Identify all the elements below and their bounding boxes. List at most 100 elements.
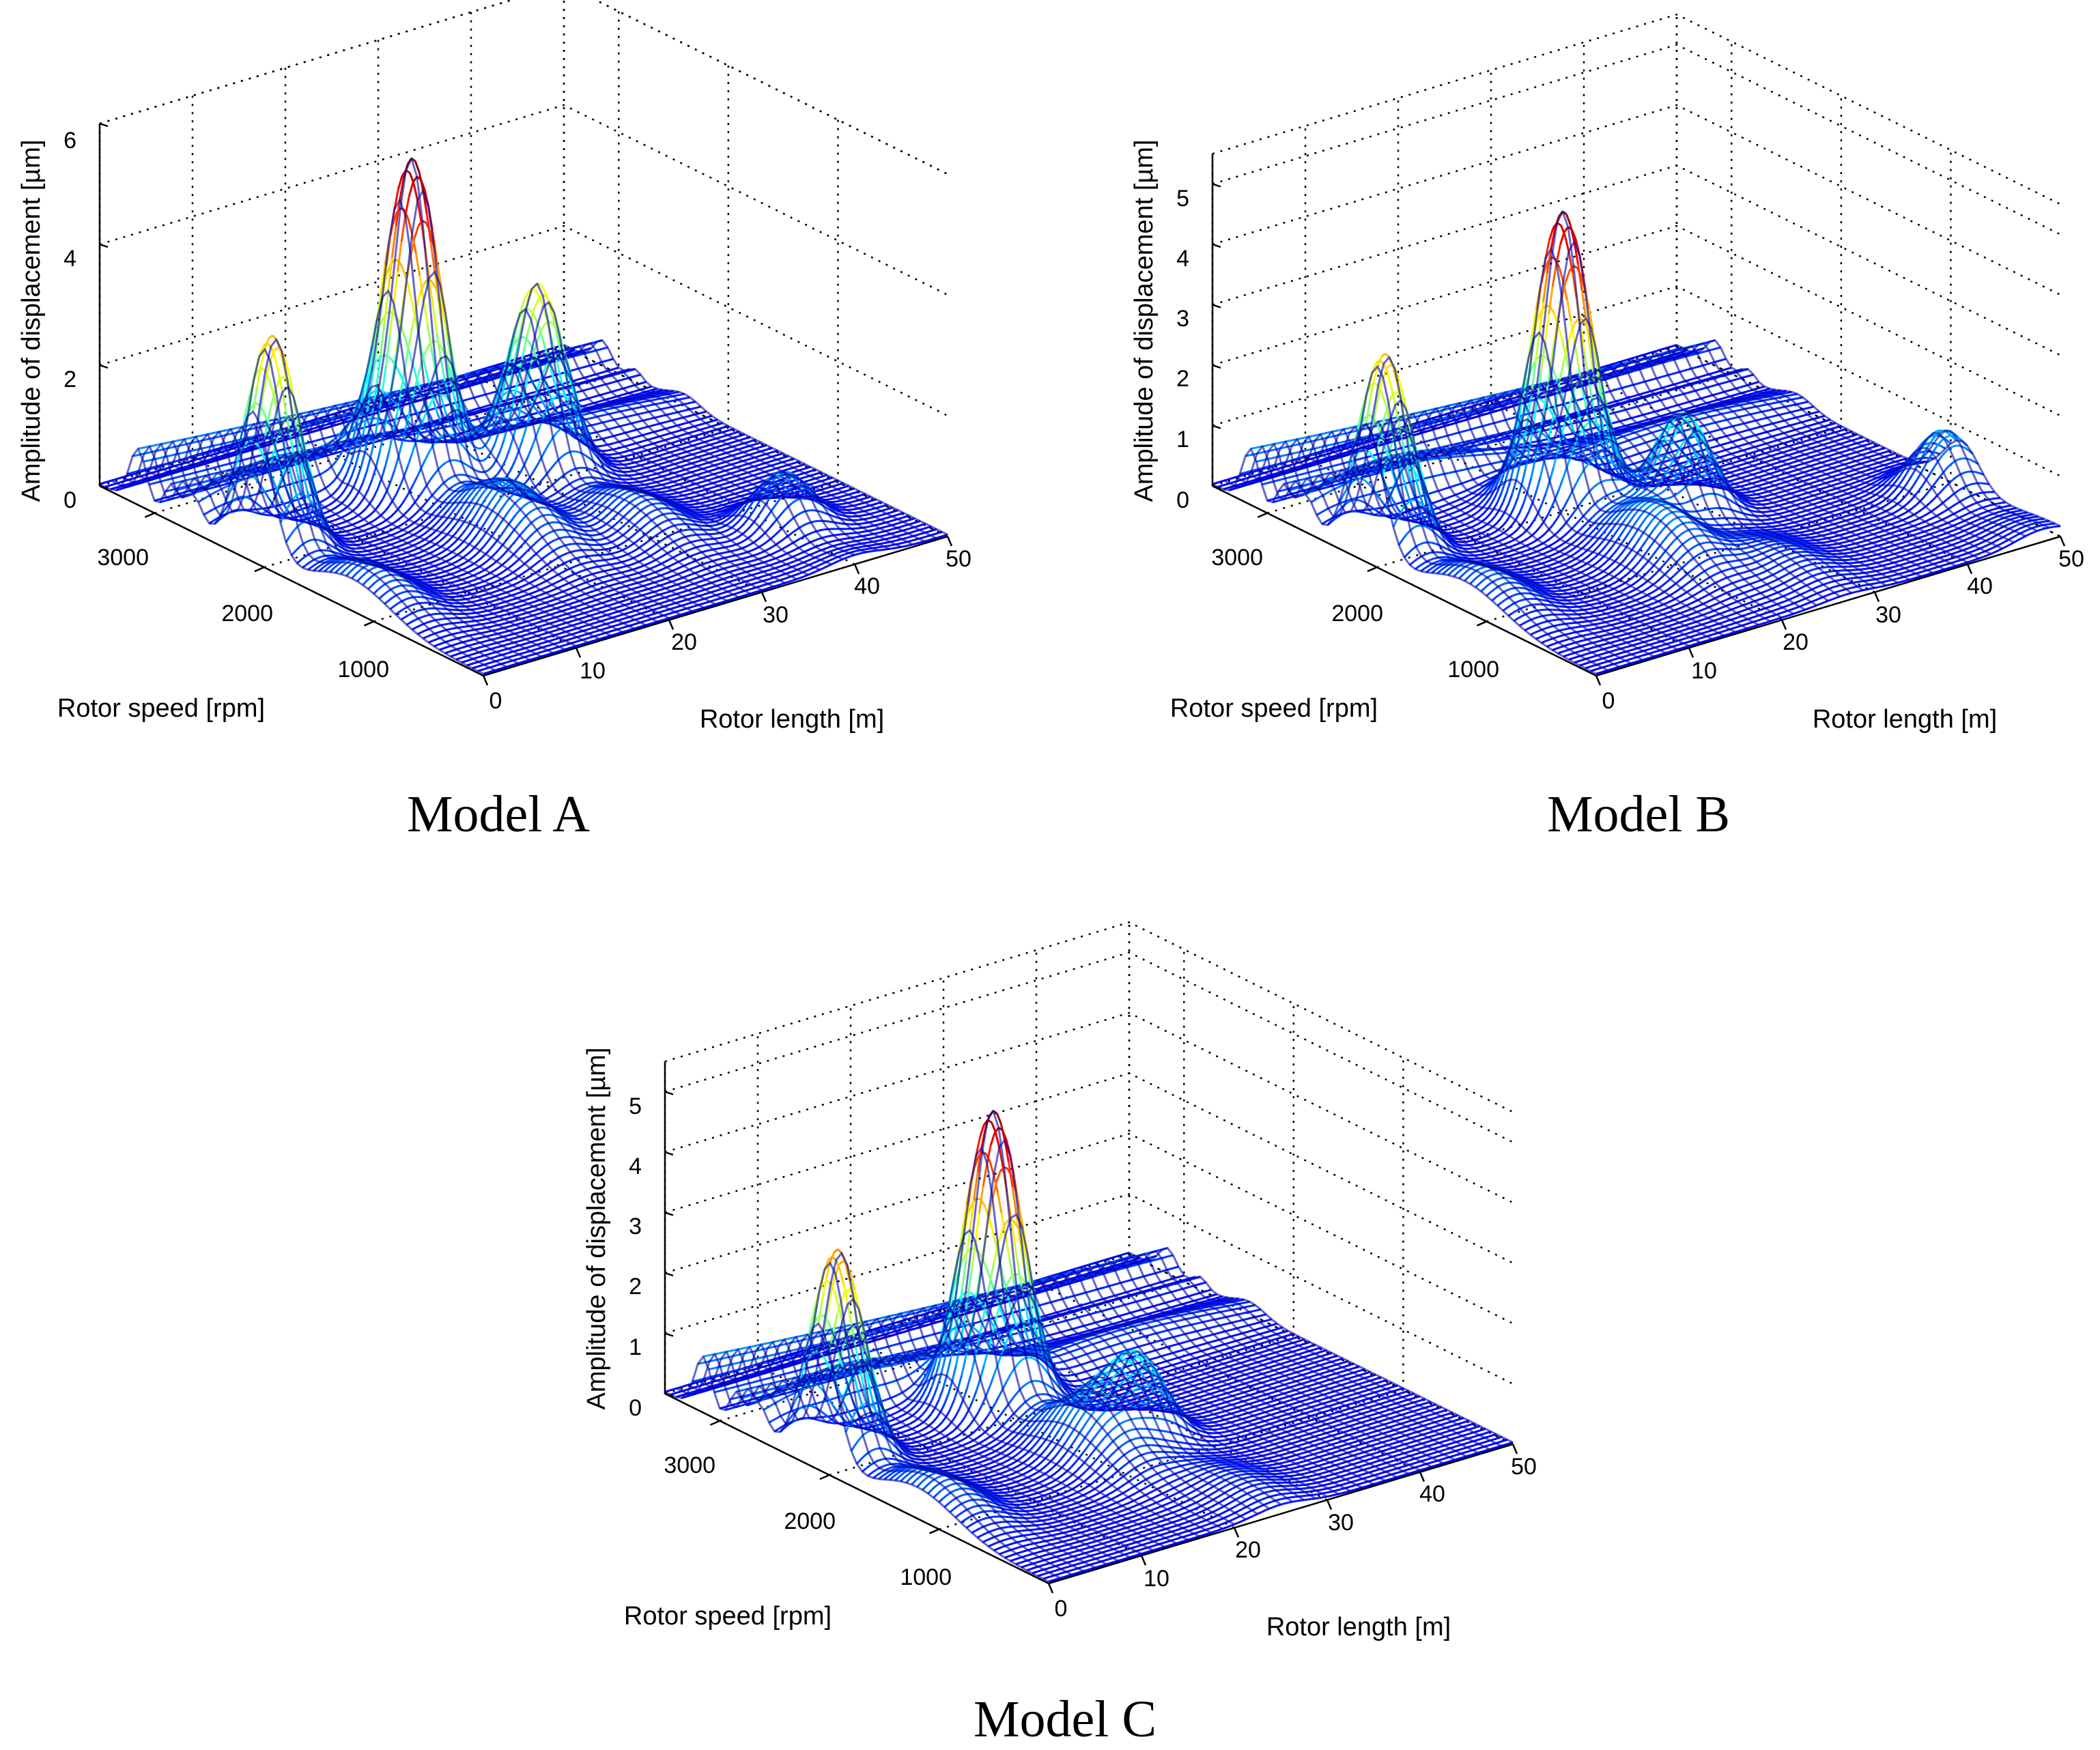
surface-line [326,433,339,439]
surface-line [567,574,572,578]
surface-line [505,534,511,541]
surface-line [591,422,599,427]
surface-line [796,537,801,542]
surface-line [431,306,438,334]
surface-line [668,449,778,484]
surface-line [728,555,733,558]
surface-line [687,561,692,565]
grid-line [99,0,948,175]
surface-line [404,614,410,618]
surface-line [708,510,713,513]
surface-line [513,450,520,462]
surface-line [340,430,347,438]
surface-line [347,475,353,485]
surface-line [442,315,449,334]
surface-line [550,396,556,403]
surface-line [435,429,441,435]
surface-line [621,429,638,435]
surface-line [471,503,477,511]
surface-line [582,516,587,520]
surface-line [302,474,309,492]
surface-line [596,429,605,433]
surface-line [382,591,388,597]
surface-line [823,495,828,498]
surface-line [592,534,597,536]
surface-line [687,413,696,418]
surface-line [201,496,207,501]
surface-line [343,484,349,492]
surface-line [575,415,581,427]
surface-line [682,543,687,547]
surface-line [567,558,573,562]
grid-line [563,345,948,538]
surface-line [698,557,704,561]
surface-line [670,412,675,416]
surface-line [421,485,428,492]
surface-line [360,523,366,528]
surface-line [554,505,559,508]
surface-line [539,546,545,551]
surface-line [348,487,355,495]
surface-line [411,538,416,543]
surface-line [550,575,555,580]
surface-line [343,534,348,537]
surface-line [360,573,366,578]
surface-line [376,478,383,490]
surface-line [384,506,390,513]
surface-line [403,347,410,370]
surface-line [561,584,566,588]
surface-line [234,427,239,430]
surface-line [756,536,762,541]
surface-line [519,300,525,314]
surface-line [356,502,362,508]
surface-line [460,562,466,566]
surface-line [573,564,578,569]
surface-line [416,529,423,534]
surface-line [621,523,626,529]
surface-line [671,391,676,395]
surface-line [649,509,655,514]
surface-line [856,511,861,514]
surface-line [600,414,606,417]
surface-line [538,582,543,586]
surface-line [470,525,477,532]
surface-line [648,423,657,428]
surface-line [387,257,393,291]
surface-line [522,426,528,440]
surface-line [522,335,528,354]
surface-line [350,497,356,504]
surface-line [485,452,492,459]
surface-line [438,551,444,556]
surface-line [645,427,666,435]
surface-line [431,281,437,289]
surface-line [588,522,598,528]
surface-line [711,543,716,545]
surface-line [287,465,294,482]
surface-line [432,559,438,563]
surface-line [264,338,270,350]
surface-line [399,533,405,538]
surface-line [388,528,394,532]
surface-line [676,404,681,407]
surface-line [335,433,341,439]
surface-line [574,536,580,539]
surface-line [801,543,807,547]
surface-line [681,498,685,501]
surface-line [633,496,638,501]
surface-line [367,479,373,490]
surface-line [593,381,614,389]
surface-line [485,500,492,508]
surface-line [802,522,808,527]
surface-line [729,518,735,524]
surface-line [482,506,488,515]
surface-line [603,553,607,556]
surface-line [400,216,407,242]
surface-line [339,490,345,497]
surface-line [455,526,462,533]
surface-line [717,547,722,550]
surface-line [426,325,433,349]
surface-line [389,513,395,518]
surface-line [383,525,388,529]
surface-line [455,559,460,564]
surface-wireframe [99,157,948,675]
